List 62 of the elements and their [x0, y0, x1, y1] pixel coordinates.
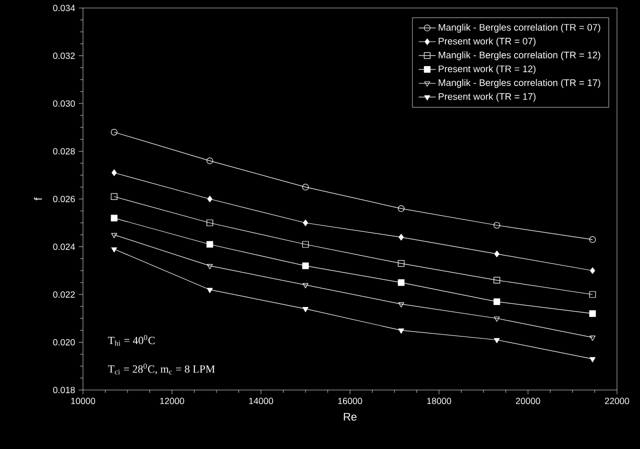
point [206, 241, 214, 248]
x-tick-label: 14000 [249, 398, 274, 404]
point [110, 214, 118, 222]
point [494, 276, 500, 284]
y-tick-label: 0.032 [53, 52, 75, 59]
y-tick-label: 0.034 [53, 4, 75, 12]
point [206, 157, 214, 164]
legend-label: Manglik - Bergles correlation (TR = 07) [438, 24, 600, 33]
point [110, 193, 118, 200]
point [590, 336, 596, 341]
point [206, 264, 213, 270]
legend-label: Manglik - Bergles correlation (TR = 12) [438, 51, 600, 60]
point [302, 262, 309, 270]
point [590, 267, 596, 274]
point [398, 302, 404, 308]
point [302, 241, 309, 248]
point [302, 220, 308, 226]
point [206, 220, 214, 226]
point [494, 250, 500, 258]
point [302, 184, 309, 190]
point [494, 338, 500, 344]
x-tick-label: 10000 [71, 398, 96, 404]
y-axis-title: f [34, 197, 42, 200]
y-tick-label: 0.024 [53, 244, 75, 250]
legend-label: Present work (TR = 17) [438, 92, 536, 102]
point [398, 234, 404, 240]
x-tick-label: 18000 [427, 398, 452, 404]
point [206, 288, 213, 294]
annotation: T$_{ci}$ = 28$^{0}$C, m$_{c}$ = 8 LPM [108, 364, 215, 374]
point [590, 357, 596, 362]
legend-label: Present work (TR = 12) [438, 65, 536, 74]
legend-label: Manglik - Bergles correlation (TR = 17) [438, 79, 600, 88]
point [589, 310, 596, 317]
annotation: T$_{hi}$ = 40$^{0}$C [108, 334, 155, 346]
x-axis-title: Re [344, 412, 357, 421]
point [302, 283, 308, 288]
legend-label: Present work (TR = 07) [438, 38, 536, 46]
point [111, 233, 118, 238]
y-tick-label: 0.026 [53, 196, 75, 202]
point [398, 279, 404, 286]
point [494, 298, 500, 305]
point [302, 307, 308, 312]
point [494, 222, 500, 229]
point [589, 236, 596, 243]
y-tick-label: 0.022 [53, 291, 75, 298]
point [112, 169, 117, 176]
x-tick-label: 22000 [604, 398, 630, 404]
point [589, 291, 596, 298]
point [398, 205, 404, 212]
x-tick-label: 16000 [338, 398, 362, 404]
point [111, 247, 118, 252]
point [494, 316, 500, 322]
y-tick-label: 0.030 [53, 100, 75, 107]
x-tick-label: 12000 [160, 398, 184, 404]
x-tick-label: 20000 [516, 398, 540, 404]
y-tick-label: 0.020 [53, 339, 75, 346]
point [110, 128, 118, 136]
point [207, 196, 212, 202]
point [398, 328, 404, 334]
y-tick-label: 0.018 [53, 386, 75, 394]
point [398, 260, 404, 267]
y-tick-label: 0.028 [53, 148, 75, 154]
